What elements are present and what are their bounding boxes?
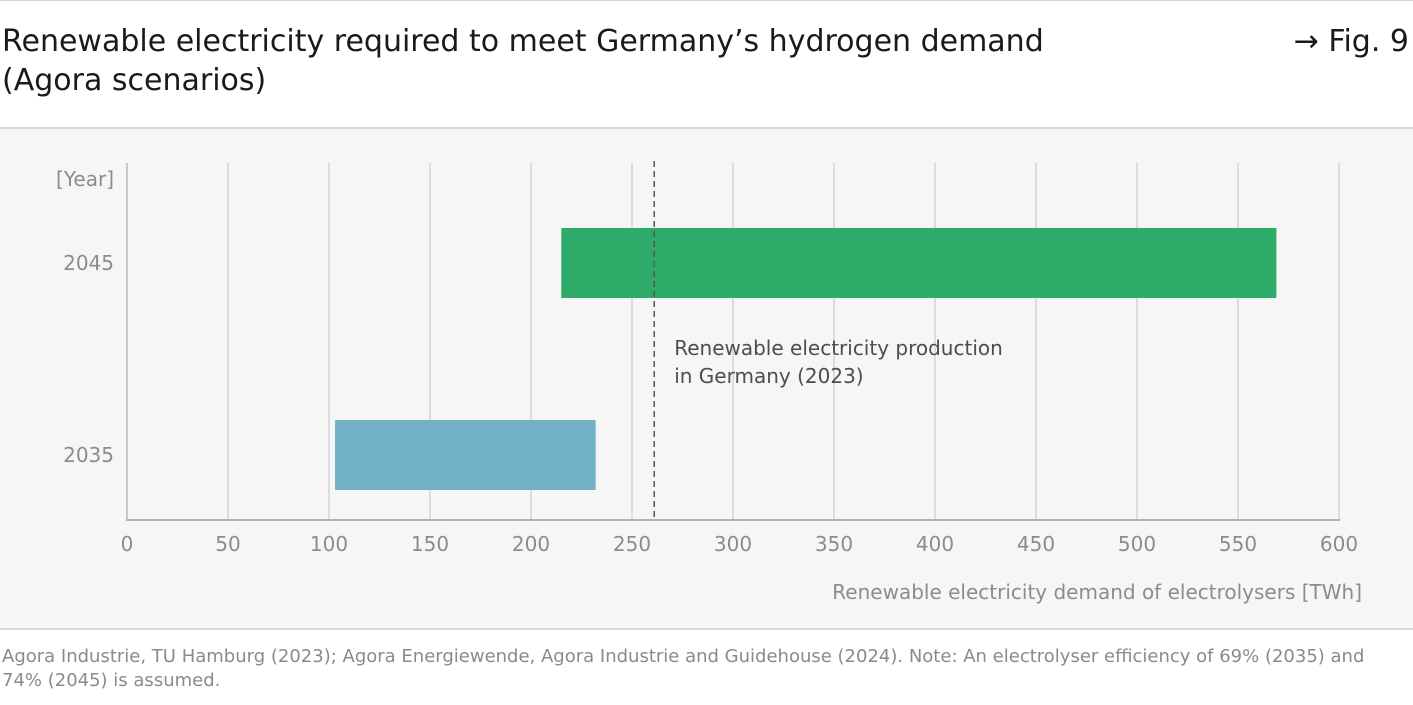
x-tick-label: 150 [411, 532, 449, 556]
x-tick-label: 250 [613, 532, 651, 556]
x-tick-label: 550 [1219, 532, 1257, 556]
title-divider [0, 127, 1413, 129]
x-tick-label: 100 [310, 532, 348, 556]
y-category-label: 2045 [63, 251, 114, 275]
x-tick-label: 350 [815, 532, 853, 556]
y-category-label: 2035 [63, 443, 114, 467]
x-tick-label: 600 [1320, 532, 1358, 556]
reference-line-label: in Germany (2023) [674, 364, 863, 388]
chart-title: Renewable electricity required to meet G… [2, 24, 1044, 98]
x-tick-label: 300 [714, 532, 752, 556]
x-tick-label: 50 [215, 532, 240, 556]
axis-layer [126, 163, 1340, 521]
x-tick-label: 200 [512, 532, 550, 556]
range-bar-chart: 0 50 100 150 200 250 300 350 400 450 500 550 600 [Yea… [56, 161, 1362, 604]
x-tick-label: 400 [916, 532, 954, 556]
range-bar-2045 [561, 228, 1277, 298]
top-divider [0, 0, 1413, 1]
reference-line-label: Renewable electricity production [674, 336, 1003, 360]
source-note: Agora Industrie, TU Hamburg (2023); Agor… [2, 646, 1365, 691]
grid-layer [227, 163, 1340, 520]
figure-reference: → Fig. 9 [1293, 24, 1409, 59]
x-axis-title: Renewable electricity demand of electrol… [832, 580, 1362, 604]
footer-divider [0, 628, 1413, 630]
bar-layer [335, 228, 1277, 490]
range-bar-2035 [335, 420, 596, 490]
label-layer: 0 50 100 150 200 250 300 350 400 450 500 550 600 [Yea… [56, 167, 1362, 604]
x-tick-label: 450 [1017, 532, 1055, 556]
chart-panel: 0 50 100 150 200 250 300 350 400 450 500 550 600 [Yea… [0, 129, 1413, 628]
x-tick-label: 0 [121, 532, 134, 556]
x-tick-label: 500 [1118, 532, 1156, 556]
y-axis-title: [Year] [56, 167, 114, 191]
